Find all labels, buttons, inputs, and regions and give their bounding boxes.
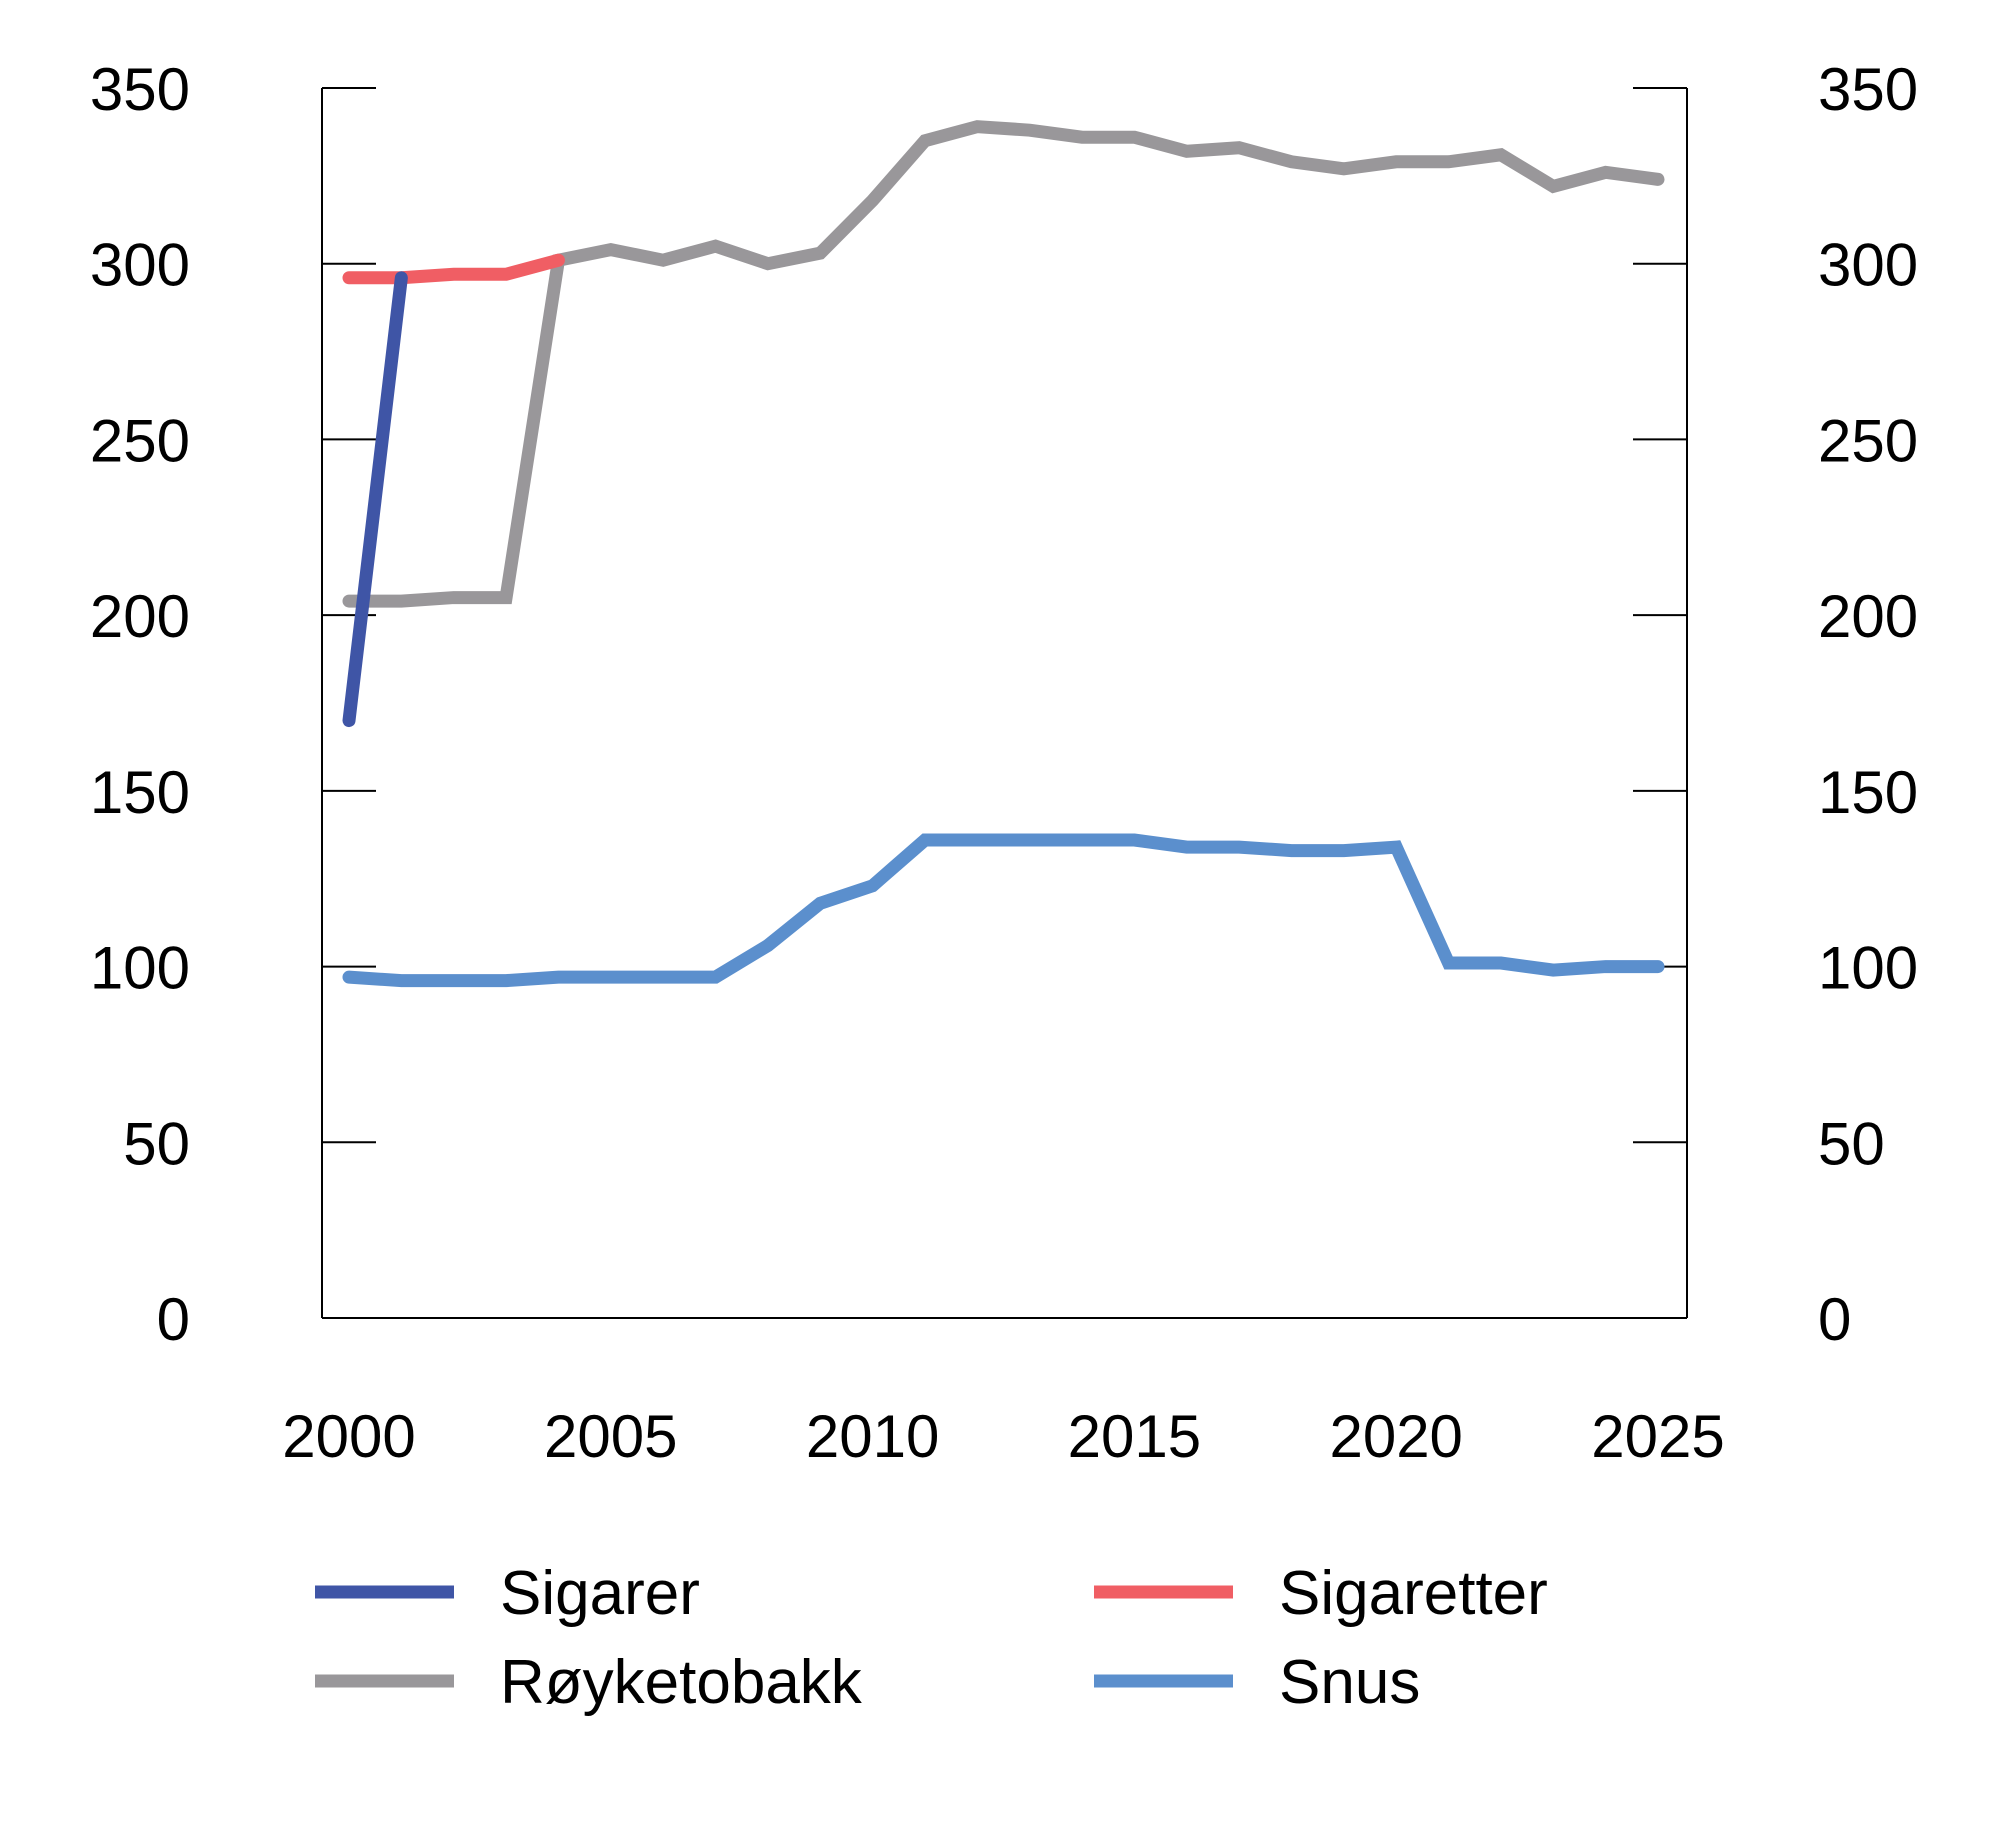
x-tick-label: 2015 xyxy=(1068,1403,1201,1470)
y-tick-label-right: 50 xyxy=(1818,1110,1885,1177)
y-tick-label-left: 300 xyxy=(90,232,190,299)
legend-label: Sigarer xyxy=(500,1559,700,1628)
y-tick-label-right: 350 xyxy=(1818,56,1918,123)
legend-label: Sigaretter xyxy=(1279,1559,1548,1628)
y-tick-label-left: 50 xyxy=(123,1110,190,1177)
y-tick-label-left: 150 xyxy=(90,759,190,826)
y-tick-label-left: 200 xyxy=(90,583,190,650)
legend-label: Snus xyxy=(1279,1648,1420,1717)
series-line-sigarer xyxy=(342,271,408,728)
y-tick-label-right: 100 xyxy=(1818,935,1918,1002)
series-line-sigaretter xyxy=(342,253,565,285)
series-line-snus xyxy=(342,833,1665,988)
x-tick-label: 2000 xyxy=(282,1403,415,1470)
y-tick-label-right: 200 xyxy=(1818,583,1918,650)
y-tick-label-left: 250 xyxy=(90,407,190,474)
x-tick-label: 2025 xyxy=(1591,1403,1724,1470)
y-tick-label-left: 100 xyxy=(90,935,190,1002)
y-tick-label-left: 350 xyxy=(90,56,190,123)
y-tick-label-right: 150 xyxy=(1818,759,1918,826)
series-line-røyketobakk xyxy=(342,120,1665,608)
y-tick-label-right: 250 xyxy=(1818,407,1918,474)
x-tick-label: 2010 xyxy=(806,1403,939,1470)
y-tick-label-right: 300 xyxy=(1818,232,1918,299)
x-tick-label: 2020 xyxy=(1329,1403,1462,1470)
y-tick-label-right: 0 xyxy=(1818,1286,1851,1353)
legend-label: Røyketobakk xyxy=(500,1648,863,1717)
axes xyxy=(321,88,1688,1319)
x-tick-label: 2005 xyxy=(544,1403,677,1470)
y-tick-label-left: 0 xyxy=(157,1286,190,1353)
